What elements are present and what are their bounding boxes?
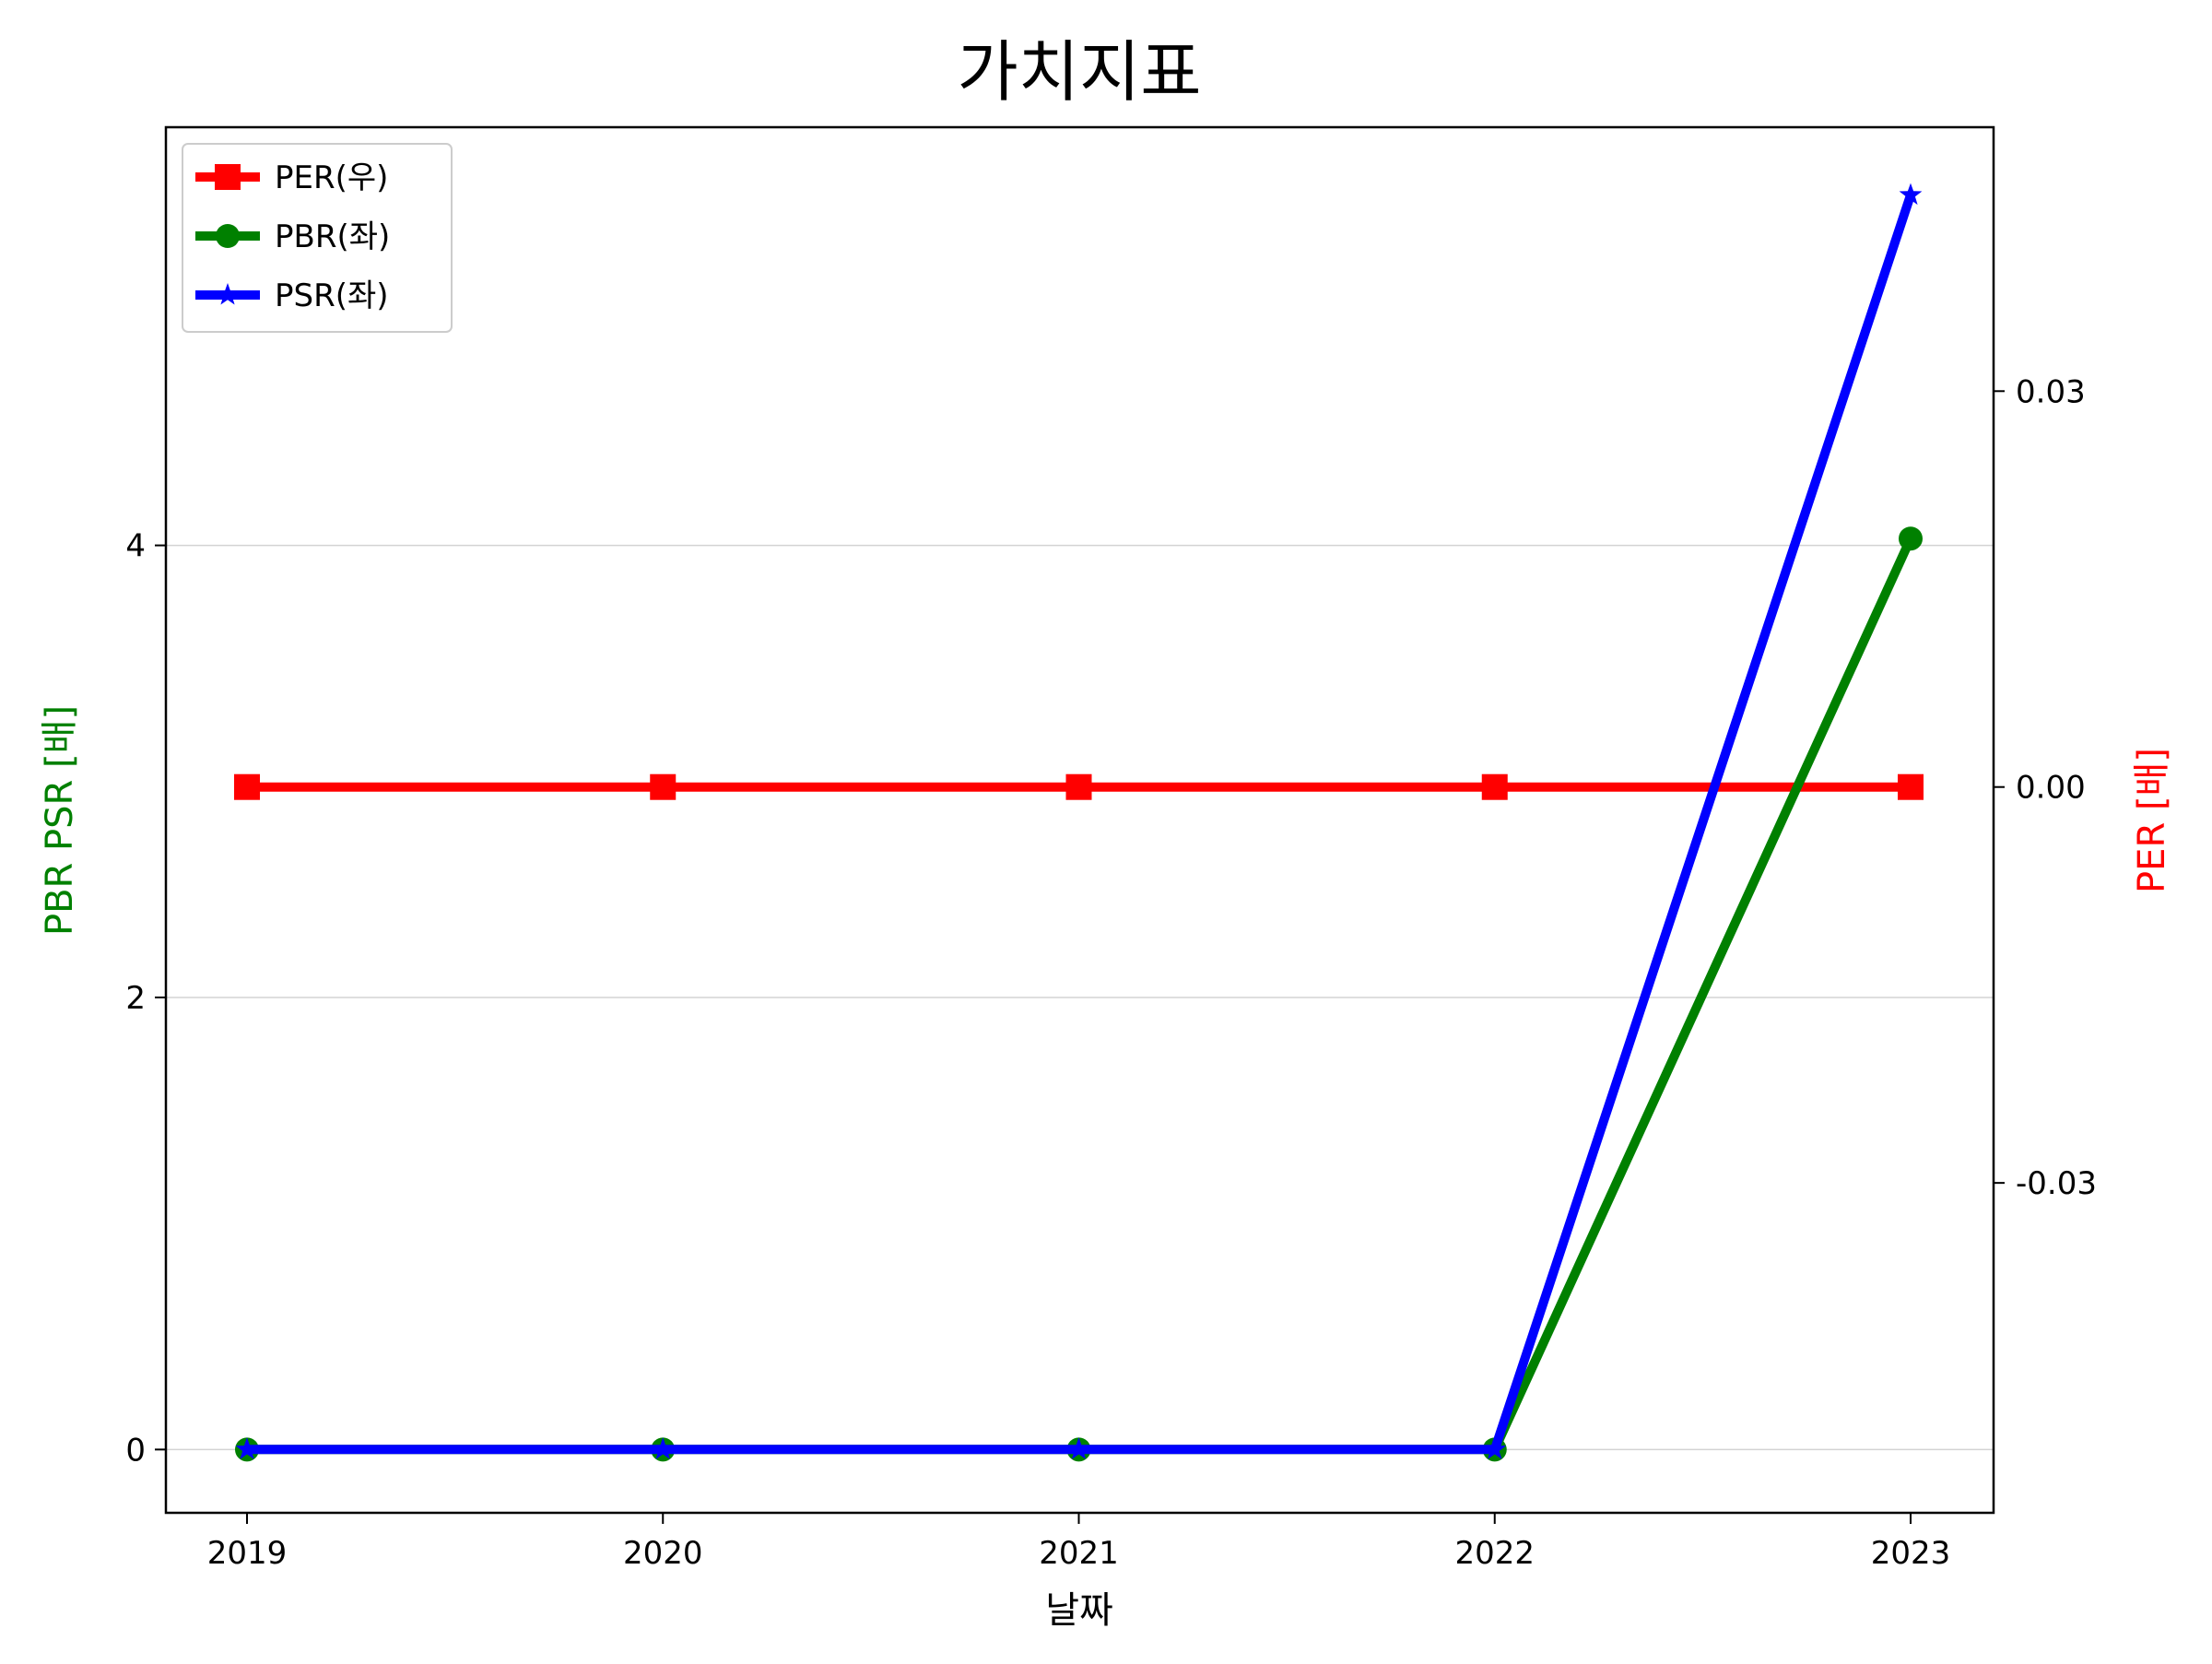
x-tick-label: 2021 bbox=[1039, 1535, 1119, 1572]
series-line-psr bbox=[247, 194, 1915, 1455]
legend-label: PBR(좌) bbox=[275, 218, 390, 255]
series-line-pbr bbox=[247, 537, 1915, 1455]
legend-box bbox=[182, 143, 453, 333]
chart-title: 가치지표 bbox=[958, 33, 1202, 111]
grid-layer bbox=[166, 544, 1994, 1451]
legend-label: PER(우) bbox=[275, 159, 388, 196]
x-tick-label: 2023 bbox=[1871, 1535, 1951, 1572]
left-axis: 0 2 4 bbox=[125, 528, 166, 1469]
right-tick-label: 0.03 bbox=[2016, 373, 2086, 410]
data-point-psr bbox=[651, 1437, 675, 1459]
legend-swatch-marker bbox=[215, 164, 241, 190]
left-axis-label: PBR PSR [배] bbox=[39, 705, 81, 936]
right-axis-label: PER [배] bbox=[2131, 748, 2173, 893]
data-point-pbr bbox=[1899, 526, 1923, 551]
right-axis: -0.03 0.00 0.03 bbox=[1994, 373, 2097, 1202]
left-tick-label: 0 bbox=[125, 1432, 146, 1469]
left-tick-label: 4 bbox=[125, 528, 146, 565]
legend-label: PSR(좌) bbox=[275, 277, 389, 314]
data-point-per bbox=[234, 773, 260, 800]
x-tick-label: 2022 bbox=[1454, 1535, 1535, 1572]
legend-swatch-marker bbox=[216, 283, 240, 305]
data-point-psr bbox=[1483, 1437, 1507, 1459]
data-point-per bbox=[1898, 773, 1924, 800]
legend: PER(우) PBR(좌) PSR(좌) bbox=[182, 143, 453, 333]
right-tick-label: 0.00 bbox=[2016, 770, 2086, 807]
x-axis-label: 날짜 bbox=[1045, 1589, 1113, 1632]
series-per bbox=[234, 773, 1924, 800]
data-point-psr bbox=[1067, 1437, 1090, 1459]
series-pbr bbox=[235, 526, 1923, 1462]
plot-frame bbox=[164, 125, 1995, 1515]
right-tick-label: -0.03 bbox=[2016, 1165, 2097, 1202]
data-point-per bbox=[1481, 773, 1508, 800]
left-tick-label: 2 bbox=[125, 980, 146, 1017]
legend-swatch-marker bbox=[216, 224, 240, 248]
data-point-psr bbox=[1899, 183, 1923, 206]
series-layer bbox=[234, 183, 1924, 1462]
data-point-psr bbox=[235, 1437, 259, 1459]
x-axis: 2019 2020 2021 2022 2023 bbox=[207, 1513, 1951, 1572]
x-tick-label: 2020 bbox=[623, 1535, 703, 1572]
data-point-per bbox=[1065, 773, 1092, 800]
x-tick-label: 2019 bbox=[207, 1535, 288, 1572]
series-psr bbox=[235, 183, 1923, 1459]
data-point-per bbox=[650, 773, 677, 800]
